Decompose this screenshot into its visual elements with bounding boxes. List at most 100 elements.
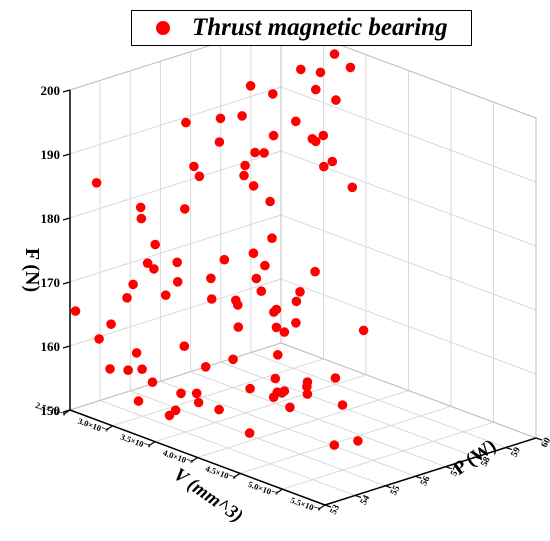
- z-tick-label: 170: [41, 275, 61, 290]
- data-point: [291, 296, 302, 307]
- legend-marker-thrust-magnetic-bearing: [156, 21, 170, 35]
- data-point: [231, 295, 241, 306]
- data-point: [291, 116, 301, 127]
- data-point: [330, 373, 341, 383]
- data-point: [219, 254, 230, 265]
- data-point: [311, 136, 321, 147]
- z-axis-title: F (N): [21, 248, 43, 292]
- data-point: [137, 364, 147, 375]
- data-point: [142, 258, 153, 269]
- z-tick-mark: [62, 217, 71, 221]
- data-point: [200, 362, 211, 372]
- z-tick-mark: [62, 153, 71, 157]
- data-point: [239, 170, 249, 181]
- data-point: [302, 389, 313, 399]
- x-tick-mark: [191, 457, 198, 462]
- data-point: [245, 383, 255, 394]
- data-point: [329, 49, 340, 59]
- y-tick-label: 60: [540, 436, 550, 449]
- data-point: [181, 117, 191, 128]
- data-point: [123, 365, 133, 376]
- data-point: [250, 147, 260, 158]
- data-point: [291, 318, 301, 328]
- data-point: [256, 286, 267, 297]
- data-point: [214, 404, 224, 415]
- data-point: [327, 156, 338, 167]
- data-point: [191, 388, 202, 399]
- grid-line: [69, 214, 282, 283]
- data-point: [315, 67, 326, 78]
- data-point: [214, 137, 225, 147]
- grid-line: [154, 374, 367, 443]
- z-tick-mark: [62, 281, 71, 285]
- y-tick-mark: [354, 494, 362, 498]
- data-point: [310, 266, 320, 277]
- wall-edge: [280, 342, 537, 439]
- y-tick-label: 58: [480, 455, 493, 468]
- data-point: [128, 279, 138, 290]
- legend-label-thrust-magnetic-bearing: Thrust magnetic bearing: [192, 14, 448, 41]
- data-point: [244, 428, 255, 438]
- data-point: [179, 341, 190, 352]
- data-point: [172, 277, 183, 287]
- legend: Thrust magnetic bearing: [131, 10, 472, 46]
- data-point: [233, 322, 244, 332]
- z-tick-label: 190: [41, 147, 61, 162]
- x-tick-mark: [318, 504, 326, 510]
- data-point: [215, 113, 226, 124]
- data-point: [248, 181, 259, 191]
- data-point: [164, 410, 175, 421]
- data-point: [206, 294, 217, 304]
- data-point: [150, 239, 160, 250]
- z-tick-mark: [62, 345, 71, 349]
- data-point: [228, 354, 238, 365]
- data-point: [279, 327, 290, 337]
- data-point: [329, 440, 340, 450]
- data-point: [91, 178, 102, 188]
- wall-edge: [69, 342, 282, 411]
- data-point: [268, 89, 278, 99]
- data-point: [295, 287, 305, 297]
- data-point: [180, 204, 190, 214]
- x-tick-mark: [63, 409, 71, 415]
- y-tick-label: 54: [359, 494, 372, 507]
- y-axis-line: [324, 437, 537, 506]
- data-point: [271, 322, 282, 333]
- grid-line: [112, 358, 324, 427]
- data-point: [248, 248, 259, 258]
- data-point: [240, 160, 250, 171]
- data-point: [331, 95, 341, 105]
- y-tick-mark: [475, 456, 482, 460]
- data-point: [345, 62, 356, 73]
- data-point: [194, 171, 205, 182]
- y-tick-mark: [505, 447, 513, 451]
- z-tick-label: 160: [41, 339, 61, 354]
- data-point: [285, 402, 295, 413]
- x-tick-mark: [106, 425, 113, 431]
- data-point: [172, 257, 182, 268]
- data-point: [302, 381, 312, 392]
- data-point: [269, 307, 279, 317]
- data-point: [260, 260, 270, 271]
- y-tick-label: 56: [419, 474, 432, 487]
- data-point: [270, 373, 281, 384]
- data-point: [160, 290, 171, 301]
- data-point: [318, 130, 329, 141]
- data-point: [347, 182, 358, 193]
- z-tick-label: 150: [41, 403, 61, 418]
- y-tick-mark: [415, 475, 422, 479]
- grid-line: [197, 390, 409, 458]
- data-point: [337, 400, 348, 410]
- data-point: [265, 196, 275, 207]
- data-point: [259, 148, 269, 158]
- data-point: [296, 64, 306, 75]
- data-point: [122, 293, 132, 303]
- data-point: [189, 161, 199, 172]
- data-point: [147, 377, 158, 388]
- data-point: [268, 130, 279, 141]
- data-point: [176, 388, 186, 399]
- data-point: [267, 233, 277, 243]
- data-point: [311, 84, 321, 95]
